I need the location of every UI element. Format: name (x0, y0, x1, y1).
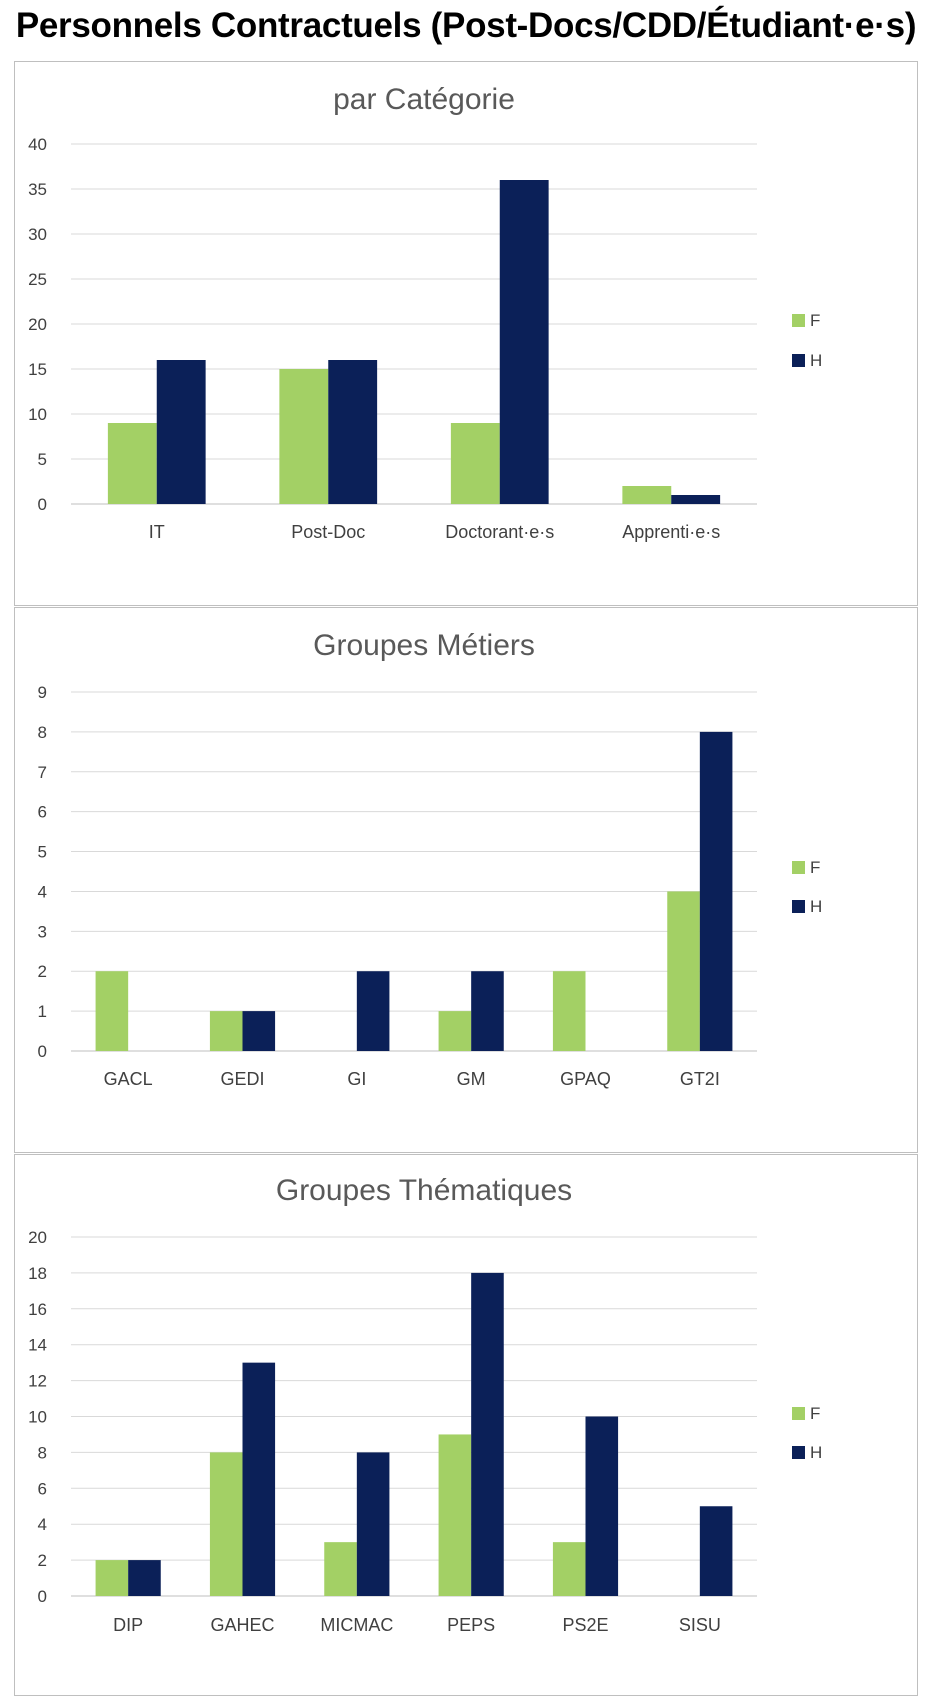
legend-swatch-h (792, 900, 805, 913)
bar-f (209, 1452, 243, 1596)
x-category-label: GAHEC (210, 1615, 274, 1635)
x-category-label: Post-Doc (291, 522, 365, 542)
chart-title: Groupes Thématiques (276, 1174, 572, 1207)
x-category-label: SISU (679, 1615, 721, 1635)
x-category-label: MICMAC (320, 1615, 393, 1635)
bar-f (95, 1560, 129, 1596)
bar-h (328, 360, 378, 504)
chart-panel-groupes-metiers: Groupes Métiers 0 1 2 3 4 5 6 7 8 9 GACL GEDI GI GM GPA… (14, 607, 918, 1153)
x-category-label: GACL (104, 1069, 153, 1089)
bar-f (209, 1011, 243, 1051)
bar-h (699, 731, 733, 1051)
legend-swatch-f (792, 314, 805, 327)
bar-h (128, 1560, 161, 1596)
chart-categorie: par Catégorie 0 5 10 15 20 25 30 35 40 IT Post-Doc D… (28, 83, 822, 542)
y-tick-label: 12 (28, 1372, 47, 1391)
bar-f (622, 486, 672, 504)
legend-label-f: F (810, 1404, 820, 1423)
bar-h (471, 971, 504, 1051)
x-category-label: PS2E (562, 1615, 608, 1635)
y-tick-label: 4 (38, 1515, 47, 1534)
bar-h (699, 1506, 733, 1596)
bar-h (471, 1272, 504, 1596)
bar-f (107, 423, 157, 504)
legend-swatch-h (792, 1446, 805, 1459)
chart-title: Groupes Métiers (313, 629, 535, 662)
legend-label-f: F (810, 311, 820, 330)
y-tick-label: 18 (28, 1264, 47, 1283)
bar-f (667, 891, 700, 1051)
bar-h (242, 1362, 276, 1596)
x-category-label: GEDI (220, 1069, 264, 1089)
chart-groupes-metiers: Groupes Métiers 0 1 2 3 4 5 6 7 8 9 GACL GEDI GI GM GPA… (38, 629, 823, 1089)
y-tick-label: 8 (38, 723, 47, 742)
bar-h (156, 360, 206, 504)
bar-h (671, 495, 721, 504)
x-category-label: GM (457, 1069, 486, 1089)
y-tick-label: 6 (38, 803, 47, 822)
chart-groupes-thematiques: Groupes Thématiques 0 2 4 6 8 10 12 14 16 18 20 DIP G… (28, 1174, 822, 1635)
x-category-label: GT2I (680, 1069, 720, 1089)
legend-label-h: H (810, 351, 822, 370)
y-tick-label: 0 (38, 1587, 47, 1606)
bar-f (552, 971, 586, 1051)
legend-swatch-f (792, 1407, 805, 1420)
x-category-label: PEPS (447, 1615, 495, 1635)
chart-panel-categorie: par Catégorie 0 5 10 15 20 25 30 35 40 IT Post-Doc D… (14, 61, 918, 606)
bar-f (279, 369, 329, 504)
y-tick-label: 5 (38, 843, 47, 862)
legend-label-h: H (810, 897, 822, 916)
y-tick-label: 16 (28, 1300, 47, 1319)
x-category-label: IT (149, 522, 165, 542)
y-tick-label: 20 (28, 315, 47, 334)
bar-f (95, 971, 129, 1051)
x-category-label: DIP (113, 1615, 143, 1635)
bar-f (450, 423, 500, 504)
x-category-label: GI (347, 1069, 366, 1089)
y-tick-label: 35 (28, 180, 47, 199)
bar-h (585, 1416, 619, 1596)
bar-f (324, 1542, 357, 1596)
page-title: Personnels Contractuels (Post-Docs/CDD/É… (15, 6, 917, 45)
y-tick-label: 9 (38, 683, 47, 702)
bar-f (438, 1434, 472, 1596)
legend-swatch-f (792, 861, 805, 874)
y-tick-label: 1 (38, 1002, 47, 1021)
y-tick-label: 8 (38, 1443, 47, 1462)
y-tick-label: 25 (28, 270, 47, 289)
bar-h (499, 180, 549, 504)
x-category-label: Doctorant·e·s (445, 522, 554, 542)
y-tick-label: 20 (28, 1228, 47, 1247)
y-tick-label: 10 (28, 405, 47, 424)
bar-h (356, 971, 390, 1051)
y-tick-label: 2 (38, 1551, 47, 1570)
bar-h (242, 1011, 276, 1051)
x-category-label: GPAQ (560, 1069, 611, 1089)
y-tick-label: 7 (38, 763, 47, 782)
y-tick-label: 40 (28, 135, 47, 154)
chart-title: par Catégorie (333, 83, 515, 116)
legend-label-f: F (810, 858, 820, 877)
y-tick-label: 0 (38, 1042, 47, 1061)
y-tick-label: 10 (28, 1408, 47, 1427)
bar-f (438, 1011, 472, 1051)
y-tick-label: 6 (38, 1479, 47, 1498)
y-tick-label: 4 (38, 882, 47, 901)
y-tick-label: 15 (28, 360, 47, 379)
chart-panel-groupes-thematiques: Groupes Thématiques 0 2 4 6 8 10 12 14 16 18 20 DIP G… (14, 1154, 918, 1696)
y-tick-label: 3 (38, 922, 47, 941)
legend-label-h: H (810, 1443, 822, 1462)
x-category-label: Apprenti·e·s (622, 522, 720, 542)
y-tick-label: 5 (38, 450, 47, 469)
y-tick-label: 30 (28, 225, 47, 244)
y-tick-label: 0 (38, 495, 47, 514)
y-tick-label: 2 (38, 962, 47, 981)
bar-h (356, 1452, 390, 1596)
legend-swatch-h (792, 354, 805, 367)
bar-f (552, 1542, 586, 1596)
y-tick-label: 14 (28, 1336, 47, 1355)
